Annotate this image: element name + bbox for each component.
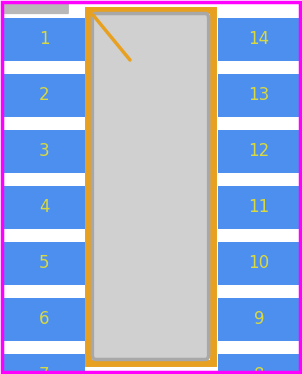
FancyBboxPatch shape: [3, 242, 85, 285]
Text: 5: 5: [39, 254, 49, 273]
Text: 14: 14: [249, 31, 270, 49]
FancyBboxPatch shape: [218, 186, 300, 229]
Text: 10: 10: [249, 254, 270, 273]
Text: 13: 13: [248, 86, 270, 104]
FancyBboxPatch shape: [3, 186, 85, 229]
FancyBboxPatch shape: [218, 130, 300, 173]
Text: 11: 11: [248, 199, 270, 217]
Text: 12: 12: [248, 142, 270, 160]
Text: 1: 1: [39, 31, 49, 49]
FancyBboxPatch shape: [218, 242, 300, 285]
FancyBboxPatch shape: [3, 130, 85, 173]
FancyBboxPatch shape: [88, 10, 213, 363]
Text: 3: 3: [39, 142, 49, 160]
FancyBboxPatch shape: [3, 354, 85, 374]
FancyBboxPatch shape: [92, 13, 209, 359]
FancyBboxPatch shape: [2, 2, 69, 14]
Text: 7: 7: [39, 367, 49, 374]
Text: 8: 8: [254, 367, 264, 374]
Text: 4: 4: [39, 199, 49, 217]
Text: 6: 6: [39, 310, 49, 328]
FancyBboxPatch shape: [218, 18, 300, 61]
FancyBboxPatch shape: [218, 354, 300, 374]
Text: 2: 2: [39, 86, 49, 104]
Text: 9: 9: [254, 310, 264, 328]
FancyBboxPatch shape: [218, 298, 300, 341]
FancyBboxPatch shape: [218, 74, 300, 117]
FancyBboxPatch shape: [3, 298, 85, 341]
FancyBboxPatch shape: [3, 18, 85, 61]
FancyBboxPatch shape: [3, 74, 85, 117]
